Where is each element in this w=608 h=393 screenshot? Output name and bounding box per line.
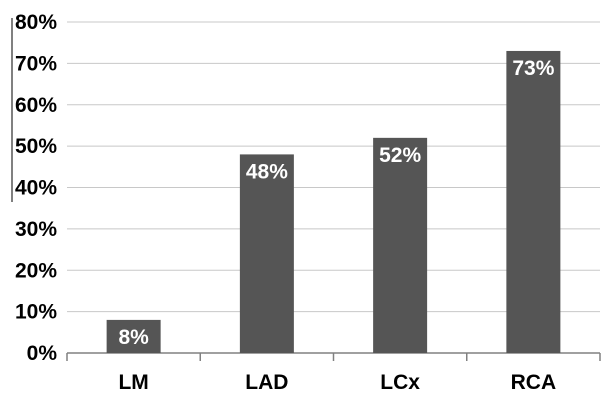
data-label-lm: 8% <box>118 326 149 349</box>
bars <box>106 50 561 354</box>
category-label-lm: LM <box>118 371 148 393</box>
bar-lcx <box>373 137 428 353</box>
y-tick-label: 70% <box>15 52 57 75</box>
category-label-lad: LAD <box>245 371 288 393</box>
category-label-rca: RCA <box>511 371 557 393</box>
y-tick-label: 30% <box>15 218 57 241</box>
bar-lm <box>106 319 161 353</box>
data-label-lad: 48% <box>246 160 288 183</box>
data-label-lcx: 52% <box>379 144 421 167</box>
y-tick-label: 60% <box>15 94 57 117</box>
y-tick-label: 40% <box>15 177 57 200</box>
y-tick-labels: 0% 10% 20% 30% 40% 50% 60% 70% 80% <box>15 11 57 365</box>
gridlines <box>67 21 600 313</box>
category-label-lcx: LCx <box>380 371 420 393</box>
category-labels: LM LAD LCx RCA <box>118 371 556 393</box>
y-tick-label: 80% <box>15 11 57 34</box>
bar-lad <box>239 154 294 353</box>
y-tick-label: 0% <box>27 342 58 365</box>
y-tick-label: 10% <box>15 301 57 324</box>
y-tick-label: 20% <box>15 259 57 282</box>
data-label-rca: 73% <box>512 57 554 80</box>
bar-rca <box>506 50 561 354</box>
data-labels: 8% 48% 52% 73% <box>118 57 554 349</box>
y-tick-label: 50% <box>15 135 57 158</box>
